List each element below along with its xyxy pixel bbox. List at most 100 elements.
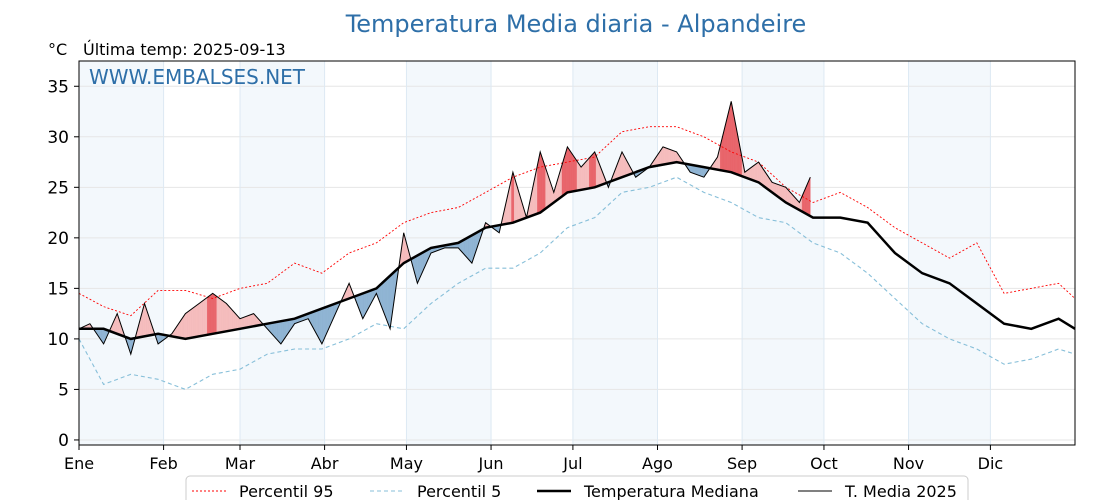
series-percentil-5 (78, 176, 1076, 391)
anomaly-fill (467, 236, 470, 261)
anomaly-fill (212, 293, 215, 335)
anomaly-fill (186, 311, 189, 339)
anomaly-fill (276, 321, 279, 342)
anomaly-fill (511, 172, 514, 224)
anomaly-fill (182, 315, 185, 339)
series-percentil-95 (78, 126, 1076, 317)
anomaly-fill (571, 152, 574, 192)
month-band (406, 61, 492, 445)
anomaly-fill (249, 314, 252, 328)
anomaly-fill (215, 294, 217, 334)
anomaly-fill (702, 166, 705, 178)
anomaly-fill (384, 279, 387, 319)
anomaly-fill (623, 153, 625, 177)
anomaly-fill (725, 118, 728, 172)
y-tick-label: 30 (47, 128, 69, 148)
anomaly-fill (365, 291, 368, 315)
legend-label: Percentil 95 (239, 482, 334, 500)
anomaly-fill (278, 321, 280, 343)
anomaly-fill (196, 304, 198, 338)
anomaly-fill (185, 312, 187, 340)
legend-label: T. Media 2025 (844, 482, 957, 500)
anomaly-fill (568, 148, 571, 193)
anomaly-fill (220, 299, 223, 333)
anomaly-fill (320, 308, 323, 345)
month-band (908, 61, 991, 445)
anomaly-fill (211, 293, 213, 335)
month-band (79, 61, 164, 445)
x-tick-label: Jul (562, 454, 582, 473)
series-temperatura-mediana (79, 160, 1076, 341)
anomaly-fill (280, 320, 283, 345)
anomaly-fill (230, 307, 232, 331)
anomaly-fill (542, 159, 545, 212)
anomaly-fill (579, 164, 582, 191)
anomaly-fill (242, 316, 245, 329)
anomaly-fill (324, 306, 327, 338)
anomaly-fill (621, 151, 624, 178)
x-tick-label: Abr (311, 454, 339, 473)
anomaly-fill (197, 303, 200, 337)
anomaly-fill (756, 161, 759, 183)
anomaly-fill (580, 165, 583, 191)
anomaly-fill (733, 115, 736, 174)
anomaly-fill (192, 307, 194, 338)
anomaly-fill (464, 237, 467, 258)
anomaly-fill (576, 160, 579, 191)
anomaly-fill (388, 275, 391, 329)
anomaly-fill (219, 298, 222, 333)
anomaly-fill (318, 308, 321, 343)
y-tick-label: 0 (58, 431, 69, 451)
anomaly-fill (282, 320, 284, 343)
anomaly-fill (418, 253, 421, 281)
series-t-media-2025 (78, 101, 811, 356)
anomaly-fill (181, 317, 183, 339)
anomaly-fill (808, 177, 811, 217)
anomaly-fill (193, 306, 196, 338)
anomaly-fill (201, 300, 204, 337)
anomaly-fill (575, 158, 578, 192)
x-tick-label: Ago (642, 454, 673, 473)
anomaly-fill (235, 313, 238, 330)
anomaly-fill (661, 146, 664, 166)
anomaly-fill (381, 281, 384, 312)
anomaly-fill (216, 296, 219, 334)
y-tick-label: 25 (47, 178, 69, 198)
y-tick-label: 5 (58, 380, 69, 400)
anomaly-fill (672, 150, 675, 164)
anomaly-fill (585, 160, 587, 190)
anomaly-fill (314, 310, 317, 335)
anomaly-fill (729, 101, 732, 173)
anomaly-fill (567, 146, 569, 193)
anomaly-fill (157, 333, 160, 345)
anomaly-fill (273, 321, 276, 339)
anomaly-fill (564, 151, 567, 195)
legend-label: Temperatura Mediana (583, 482, 759, 500)
anomaly-fill (362, 292, 365, 320)
anomaly-fill (751, 165, 754, 181)
anomaly-fill (243, 316, 246, 329)
x-tick-label: Sep (727, 454, 757, 473)
anomaly-fill (752, 164, 755, 181)
y-tick-label: 35 (47, 77, 69, 97)
anomaly-fill (514, 176, 516, 223)
x-tick-label: May (390, 454, 423, 473)
y-tick-label: 10 (47, 330, 69, 350)
anomaly-fill (208, 294, 211, 335)
anomaly-fill (385, 277, 388, 322)
anomaly-fill (204, 298, 207, 336)
anomaly-fill (732, 108, 735, 174)
anomaly-fill (728, 106, 730, 173)
anomaly-fill (469, 235, 471, 263)
anomaly-fill (538, 151, 541, 214)
y-tick-label: 20 (47, 229, 69, 249)
month-band (239, 61, 325, 445)
anomaly-fill (591, 152, 594, 189)
anomaly-fill (595, 155, 598, 188)
anomaly-fill (583, 162, 586, 190)
anomaly-fill (323, 307, 325, 341)
x-tick-label: Oct (810, 454, 838, 473)
anomaly-fill (316, 309, 318, 337)
anomaly-fill (541, 155, 544, 212)
